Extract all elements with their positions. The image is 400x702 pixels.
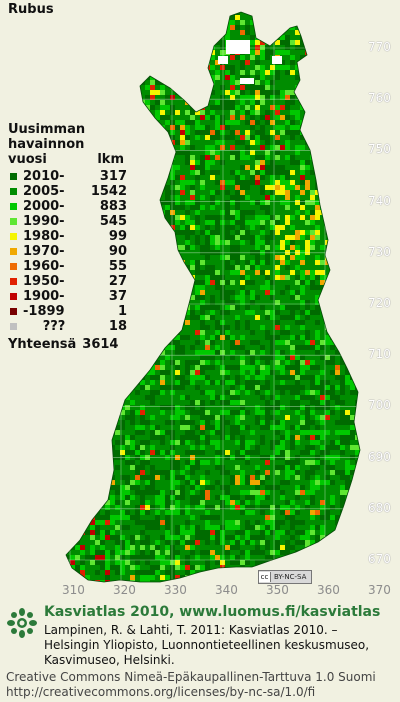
citation-line-3: Kasvimuseo, Helsinki.	[44, 653, 175, 667]
site-link[interactable]: Kasviatlas 2010, www.luomus.fi/kasviatla…	[44, 604, 381, 620]
legend-count: 27	[108, 274, 127, 289]
legend-count: 18	[108, 319, 127, 334]
license-url[interactable]: http://creativecommons.org/licenses/by-n…	[6, 685, 316, 699]
legend-count: 99	[108, 229, 127, 244]
north-coordinate-label: 760	[368, 91, 391, 106]
cc-badge-text: BY-NC-SA	[274, 573, 307, 581]
legend: Uusimman havainnon vuosi lkm 2010- 317 200…	[8, 122, 127, 351]
legend-swatch	[10, 248, 17, 255]
legend-row: 2000- 883	[8, 199, 127, 214]
legend-swatch	[10, 218, 17, 225]
legend-label: 2005-	[23, 184, 65, 199]
legend-header-line-1: Uusimman	[8, 122, 86, 137]
north-coordinate-label: 670	[368, 552, 391, 566]
legend-swatch	[10, 278, 17, 285]
legend-header-line-2: havainnon	[8, 137, 85, 152]
legend-swatch	[10, 173, 17, 180]
legend-count: 317	[99, 169, 127, 184]
legend-count: 883	[99, 199, 127, 214]
legend-row: 1900- 37	[8, 289, 127, 304]
legend-label: 1970-	[23, 244, 65, 259]
legend-row: 2005- 1542	[8, 184, 127, 199]
east-coordinate-label: 370	[368, 583, 391, 597]
legend-swatch	[10, 293, 17, 300]
cc-license-badge[interactable]: cc BY-NC-SA	[258, 570, 312, 584]
legend-header-row: vuosi lkm	[8, 152, 124, 167]
legend-swatch	[10, 233, 17, 240]
legend-total-label: Yhteensä	[8, 337, 77, 352]
legend-label: 1990-	[23, 214, 65, 229]
legend-label: 1960-	[23, 259, 65, 274]
legend-header-count: lkm	[97, 152, 124, 167]
legend-label: 2010-	[23, 169, 65, 184]
legend-total: Yhteensä 3614	[8, 338, 127, 351]
north-coordinate-label: 690	[368, 449, 391, 464]
east-coordinate-label: 320	[113, 583, 136, 597]
legend-count: 545	[99, 214, 127, 229]
legend-count: 37	[108, 289, 127, 304]
north-coordinate-label: 680	[368, 500, 391, 515]
citation-line-2: Helsingin Yliopisto, Luonnontieteellinen…	[44, 638, 370, 652]
citation: Lampinen, R. & Lahti, T. 2011: Kasviatla…	[44, 623, 369, 668]
north-coordinate-label: 710	[368, 347, 391, 362]
north-coordinate-label: 700	[368, 398, 391, 413]
legend-header-year: vuosi	[8, 152, 47, 167]
license-line-1: Creative Commons Nimeä-Epäkaupallinen-Ta…	[6, 670, 376, 684]
legend-label: -1899	[23, 304, 65, 319]
east-coordinate-label: 310	[62, 583, 85, 597]
legend-label: 1950-	[23, 274, 65, 289]
legend-swatch	[10, 308, 17, 315]
legend-row: 1990- 545	[8, 214, 127, 229]
legend-row: ??? 18	[8, 319, 127, 334]
legend-swatch	[10, 263, 17, 270]
legend-label: 1980-	[23, 229, 65, 244]
east-coordinate-label: 360	[317, 583, 340, 597]
legend-label: ???	[42, 319, 66, 334]
legend-count: 1542	[90, 184, 127, 199]
legend-row: 2010- 317	[8, 169, 127, 184]
east-coordinate-label: 340	[215, 583, 238, 597]
legend-row: -1899 1	[8, 304, 127, 319]
legend-row: 1950- 27	[8, 274, 127, 289]
north-coordinate-label: 720	[368, 296, 391, 310]
legend-count: 90	[108, 244, 127, 259]
legend-swatch	[10, 203, 17, 210]
kasviatlas-logo-icon	[7, 608, 37, 638]
east-coordinate-label: 350	[266, 583, 289, 597]
legend-swatch	[10, 188, 17, 195]
north-coordinate-label: 730	[368, 244, 391, 259]
species-title: Rubus	[8, 2, 54, 17]
legend-row: 1960- 55	[8, 259, 127, 274]
legend-label: 1900-	[23, 289, 65, 304]
legend-label: 2000-	[23, 199, 65, 214]
legend-count: 55	[108, 259, 127, 274]
east-coordinate-label: 330	[164, 583, 187, 597]
license-text: Creative Commons Nimeä-Epäkaupallinen-Ta…	[6, 670, 376, 700]
legend-total-count: 3614	[82, 337, 119, 352]
legend-row: 1980- 99	[8, 229, 127, 244]
legend-row: 1970- 90	[8, 244, 127, 259]
north-coordinate-label: 750	[368, 142, 391, 157]
cc-icon: cc	[259, 572, 271, 582]
distribution-map	[65, 11, 361, 583]
legend-count: 1	[117, 304, 127, 319]
legend-swatch	[10, 323, 17, 330]
north-coordinate-label: 770	[368, 40, 391, 54]
legend-rows: 2010- 317 2005- 1542 2000- 883 1990- 545 1980- 99…	[8, 169, 127, 334]
citation-line-1: Lampinen, R. & Lahti, T. 2011: Kasviatla…	[44, 623, 338, 637]
north-coordinate-label: 740	[368, 193, 391, 208]
